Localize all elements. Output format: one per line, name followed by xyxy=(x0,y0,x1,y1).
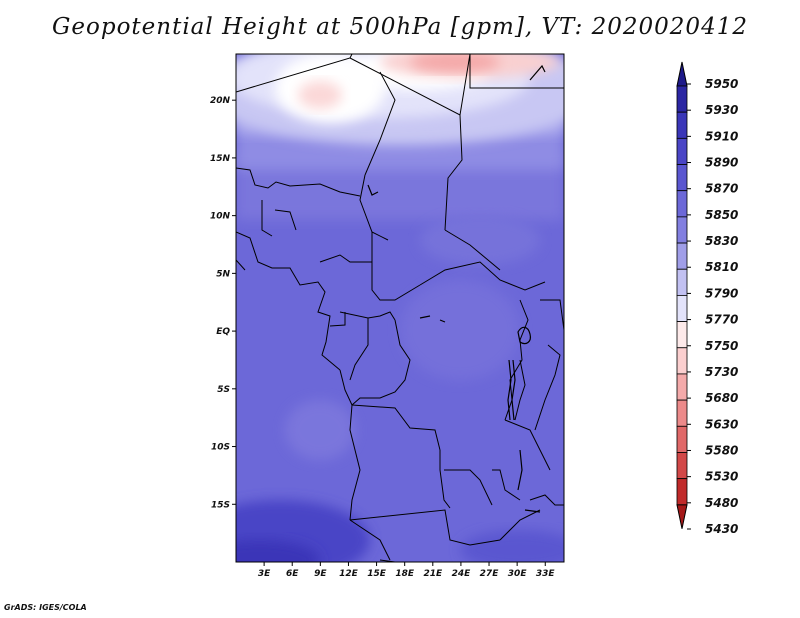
lon-label: 18E xyxy=(395,569,415,579)
colorbar-swatch xyxy=(676,216,688,244)
colorbar-label: 5930 xyxy=(705,103,738,117)
colorbar-swatch xyxy=(676,478,688,506)
latitude-axis: 20N 15N 10N 5N EQ 5S 10S 15S xyxy=(210,96,236,510)
lon-label: 33E xyxy=(536,569,556,579)
lon-label: 12E xyxy=(339,569,359,579)
lat-label: EQ xyxy=(216,327,230,337)
colorbar-label: 5480 xyxy=(705,496,738,510)
colorbar-label: 5580 xyxy=(705,443,738,457)
lat-label: 20N xyxy=(210,96,231,106)
lakes xyxy=(367,64,546,513)
colorbar-swatch xyxy=(676,347,688,375)
geopotential-field xyxy=(236,54,564,562)
colorbar-swatch xyxy=(676,399,688,427)
colorbar-label: 5750 xyxy=(705,339,738,353)
colorbar-top-triangle xyxy=(676,61,688,87)
colorbar-swatch xyxy=(676,268,688,296)
country-borders xyxy=(236,54,564,562)
colorbar-label: 5870 xyxy=(705,182,738,196)
colorbar-swatch xyxy=(676,452,688,480)
colorbar-label: 5890 xyxy=(705,156,738,170)
colorbar-label: 5790 xyxy=(705,286,738,300)
lon-label: 21E xyxy=(423,569,443,579)
colorbar-label: 5770 xyxy=(705,313,738,327)
colorbar-bottom-triangle xyxy=(676,504,688,529)
lon-label: 3E xyxy=(258,569,271,579)
map-title: Geopotential Height at 500hPa [gpm], VT:… xyxy=(52,14,748,40)
longitude-axis: 3E 6E 9E 12E 15E 18E 21E 24E 27E 30E 33E xyxy=(258,562,556,579)
lon-label: 9E xyxy=(314,569,327,579)
colorbar-label: 5850 xyxy=(705,208,738,222)
colorbar-label: 5950 xyxy=(705,77,738,91)
colorbar-label: 5680 xyxy=(705,391,738,405)
lon-label: 27E xyxy=(480,569,500,579)
colorbar-swatch xyxy=(676,85,688,113)
lon-label: 15E xyxy=(367,569,387,579)
lat-label: 15N xyxy=(210,154,231,164)
colorbar-swatch xyxy=(676,137,688,165)
colorbar-swatch xyxy=(676,111,688,139)
lon-label: 6E xyxy=(286,569,299,579)
lon-label: 30E xyxy=(508,569,528,579)
colorbar-label: 5910 xyxy=(705,129,738,143)
colorbar-swatch xyxy=(676,190,688,218)
colorbar-label: 5430 xyxy=(705,522,738,536)
lat-label: 5S xyxy=(217,385,230,395)
lat-label: 5N xyxy=(216,269,230,279)
colorbar-swatch xyxy=(676,295,688,322)
colorbar-swatch xyxy=(676,425,688,453)
colorbar-label: 5630 xyxy=(705,417,738,431)
lon-label: 24E xyxy=(452,569,472,579)
lat-label: 10S xyxy=(211,443,230,453)
colorbar-label: 5830 xyxy=(705,234,738,248)
colorbar-swatch xyxy=(676,321,688,349)
lat-label: 15S xyxy=(211,500,230,510)
colorbar-swatch xyxy=(676,373,688,401)
lat-label: 10N xyxy=(210,212,231,222)
colorbar-swatch xyxy=(676,164,688,192)
colorbar-label: 5530 xyxy=(705,470,738,484)
colorbar-label: 5810 xyxy=(705,260,738,274)
colorbar-label: 5730 xyxy=(705,365,738,379)
grads-credit: GrADS: IGES/COLA xyxy=(4,603,87,612)
colorbar: 5950 5930 5910 5890 5870 5850 5830 5810 5790 5770… xyxy=(676,61,738,536)
colorbar-swatch xyxy=(676,242,688,270)
map-frame xyxy=(235,53,565,563)
